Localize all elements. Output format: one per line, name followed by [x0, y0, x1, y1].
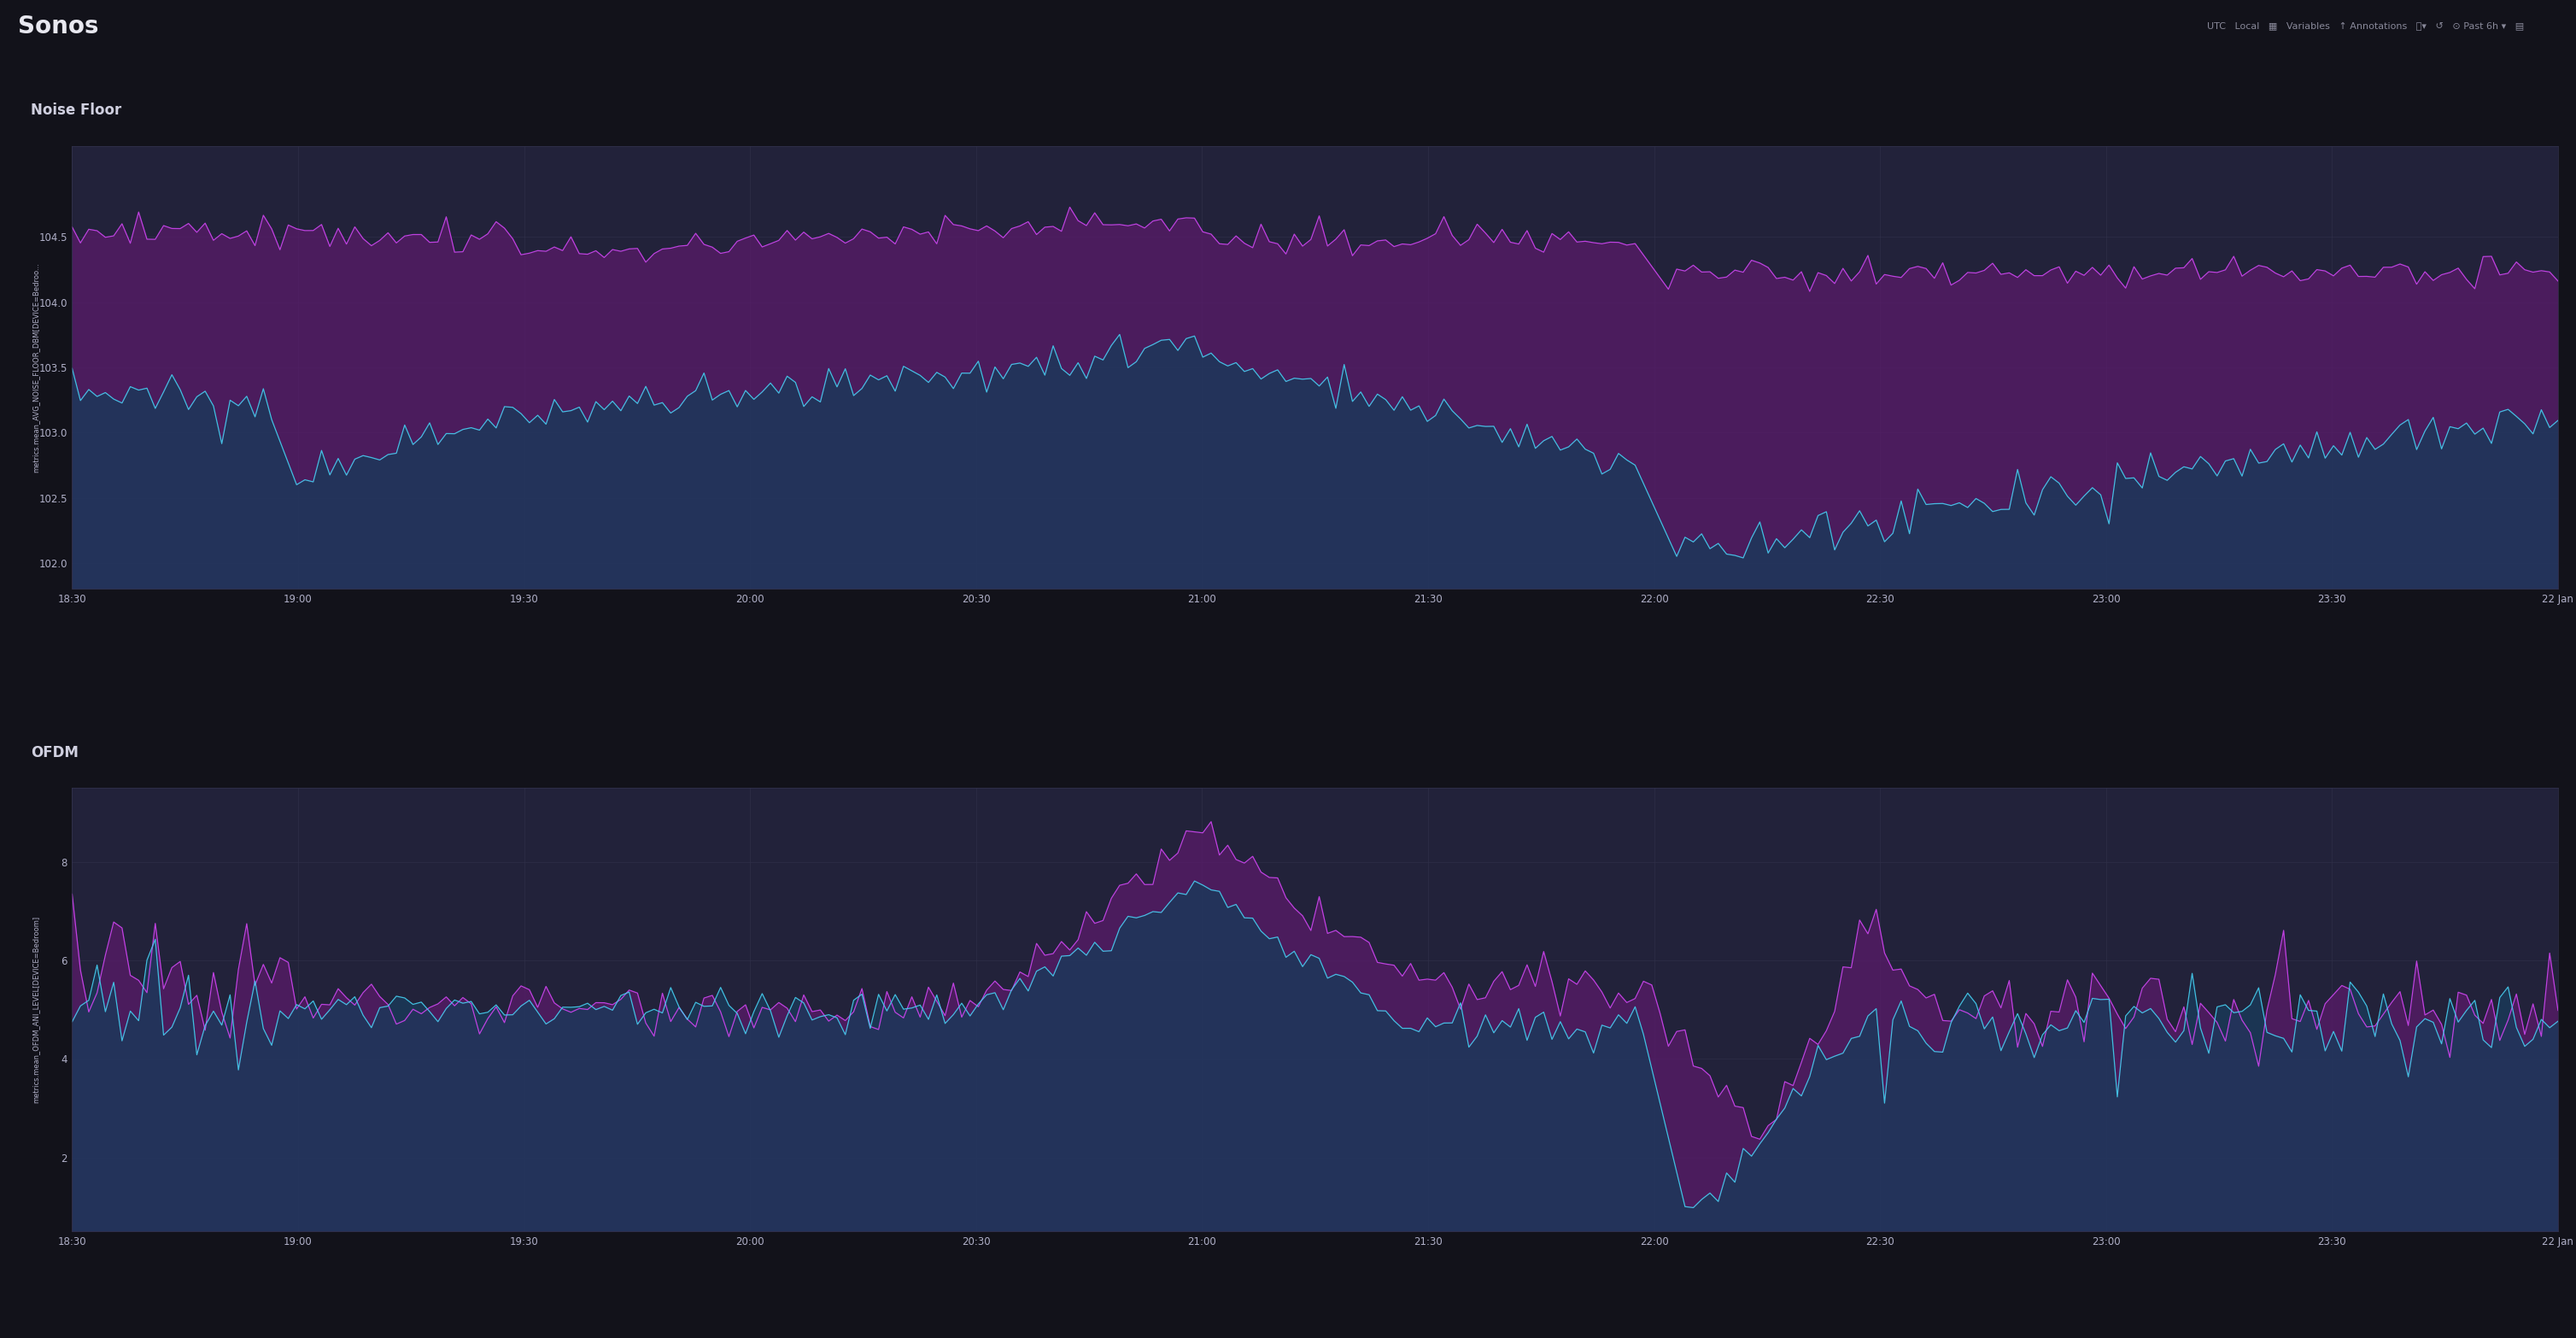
- Text: OFDM: OFDM: [31, 745, 80, 760]
- Text: metrics.mean_AVG_NOISE_FLOOR_DBM[DEVICE=Bedroo...: metrics.mean_AVG_NOISE_FLOOR_DBM[DEVICE=…: [33, 262, 39, 472]
- Text: UTC   Local   ▦   Variables   ↑ Annotations   ⏸▾   ↺   ⊙ Past 6h ▾   ▤: UTC Local ▦ Variables ↑ Annotations ⏸▾ ↺…: [2208, 21, 2524, 31]
- Text: metrics.mean_OFDM_ANI_LEVEL[DEVICE=Bedroom]: metrics.mean_OFDM_ANI_LEVEL[DEVICE=Bedro…: [33, 917, 39, 1104]
- Text: Noise Floor: Noise Floor: [31, 103, 121, 118]
- Text: Sonos: Sonos: [18, 15, 98, 37]
